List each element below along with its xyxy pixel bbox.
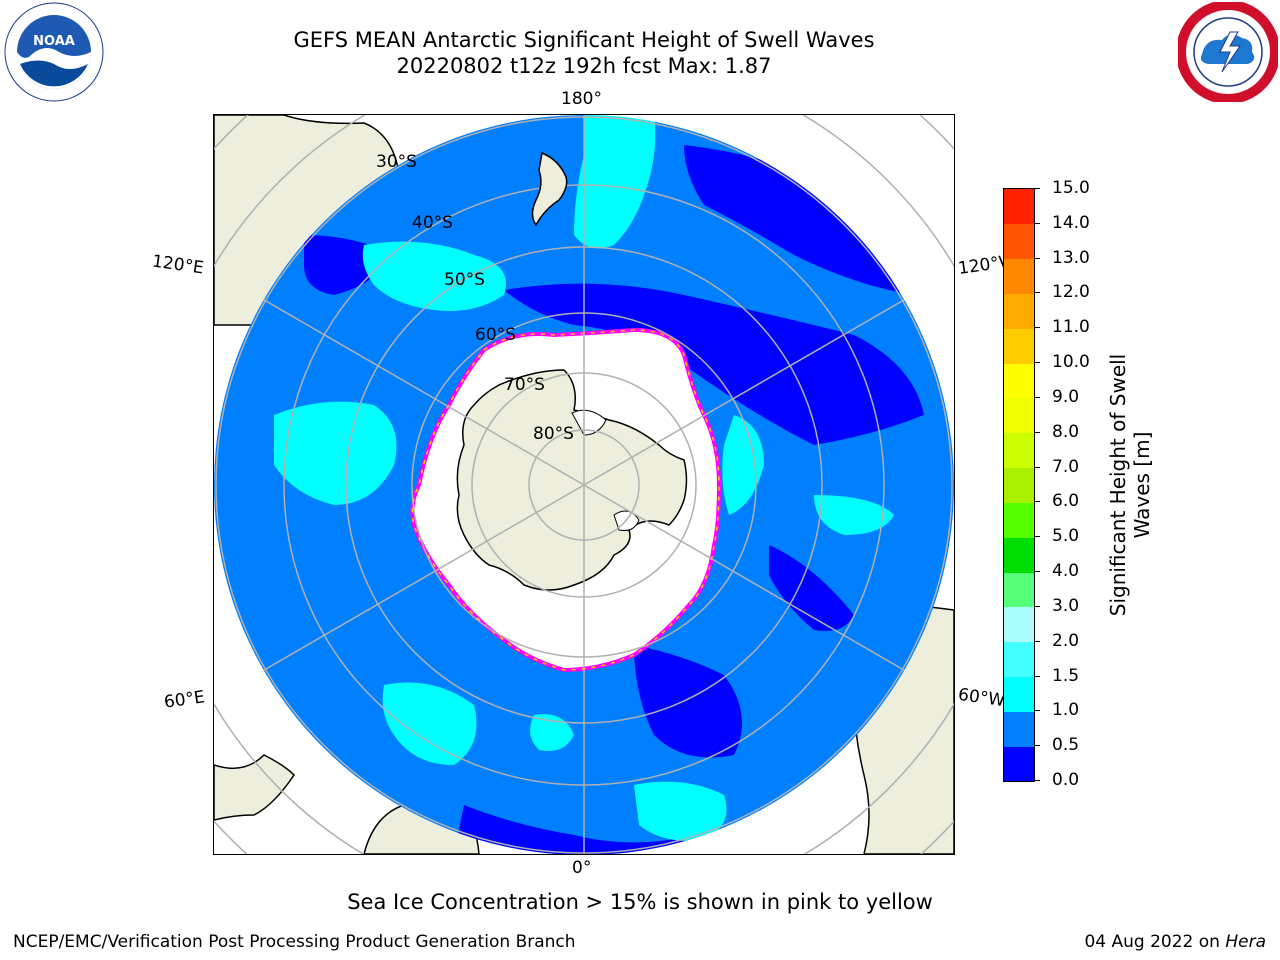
colorbar-segment [1004, 537, 1034, 573]
colorbar-tick-label: 14.0 [1034, 213, 1090, 233]
noaa-logo-text: NOAA [33, 34, 75, 49]
colorbar-tick-label: 6.0 [1033, 491, 1079, 511]
colorbar-tick-label: 2.0 [1033, 631, 1079, 651]
colorbar-tick-label: 11.0 [1034, 317, 1090, 337]
colorbar-segment [1004, 189, 1034, 225]
colorbar-label: Significant Height of Swell Waves [m] [1106, 354, 1154, 616]
lon-label-60w: 60°W [956, 684, 1007, 712]
colorbar [1003, 188, 1035, 782]
lat-label-60s: 60°S [475, 325, 516, 345]
noaa-logo: NOAA [4, 2, 104, 102]
colorbar-tick-label: 9.0 [1033, 387, 1079, 407]
colorbar-label-line1: Significant Height of Swell [1106, 353, 1130, 617]
lat-label-40s: 40°S [412, 213, 453, 233]
ocean-field [214, 115, 954, 854]
colorbar-segment [1004, 641, 1034, 678]
footer-credit: NCEP/EMC/Verification Post Processing Pr… [13, 932, 576, 952]
colorbar-tick-label: 4.0 [1033, 561, 1079, 581]
footer-date-text: 04 Aug 2022 on [1084, 932, 1220, 952]
colorbar-tick-label: 5.0 [1033, 526, 1079, 546]
lat-label-50s: 50°S [444, 270, 485, 290]
colorbar-segment [1004, 502, 1034, 538]
colorbar-segment [1004, 676, 1034, 712]
lon-label-120e: 120°E [150, 251, 205, 279]
lat-label-30s: 30°S [376, 152, 417, 172]
polar-map [214, 115, 954, 854]
colorbar-segment [1004, 746, 1034, 782]
colorbar-tick-label: 10.0 [1034, 352, 1090, 372]
footer-date: 04 Aug 2022 on Hera [1084, 932, 1266, 952]
lon-label-180: 180° [561, 89, 602, 109]
chart-title: GEFS MEAN Antarctic Significant Height o… [293, 28, 875, 52]
colorbar-segment [1004, 328, 1034, 364]
chart-subtitle: 20220802 t12z 192h fcst Max: 1.87 [396, 54, 772, 78]
colorbar-segment [1004, 258, 1034, 294]
colorbar-tick-label: 1.0 [1033, 700, 1079, 720]
colorbar-segment [1004, 397, 1034, 434]
colorbar-segment [1004, 223, 1034, 260]
colorbar-tick-label: 1.5 [1033, 666, 1079, 686]
colorbar-segment [1004, 363, 1034, 399]
sea-ice-note: Sea Ice Concentration > 15% is shown in … [347, 890, 933, 914]
polar-map-canvas [214, 115, 954, 854]
lon-label-60e: 60°E [162, 687, 207, 713]
colorbar-tick-label: 3.0 [1033, 596, 1079, 616]
colorbar-segment [1004, 293, 1034, 329]
nws-logo [1178, 2, 1278, 102]
colorbar-tick-label: 15.0 [1034, 178, 1090, 198]
lat-label-80s: 80°S [533, 424, 574, 444]
colorbar-segment [1004, 711, 1034, 747]
colorbar-tick-label: 7.0 [1033, 457, 1079, 477]
colorbar-tick-label: 13.0 [1034, 248, 1090, 268]
colorbar-tick-label: 0.5 [1033, 735, 1079, 755]
colorbar-tick-label: 0.0 [1033, 770, 1079, 790]
colorbar-tick-label: 8.0 [1033, 422, 1079, 442]
footer-machine: Hera [1225, 932, 1266, 952]
colorbar-segment [1004, 572, 1034, 608]
colorbar-segment [1004, 606, 1034, 643]
colorbar-segment [1004, 432, 1034, 469]
lon-label-0: 0° [572, 858, 592, 878]
colorbar-tick-label: 12.0 [1034, 282, 1090, 302]
colorbar-segment [1004, 467, 1034, 503]
lat-label-70s: 70°S [504, 375, 545, 395]
colorbar-label-line2: Waves [m] [1130, 431, 1154, 539]
